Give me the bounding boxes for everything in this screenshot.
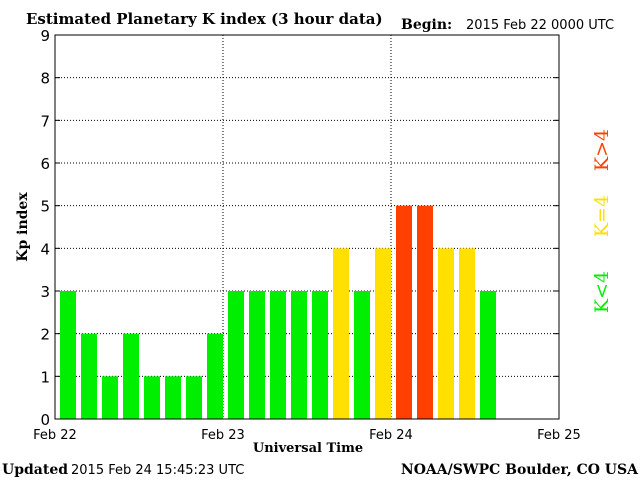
kp-bar bbox=[312, 291, 328, 419]
kp-bar bbox=[144, 376, 160, 419]
y-tick-label: 8 bbox=[40, 70, 50, 88]
legend-item-threshold: K=4 bbox=[591, 195, 613, 237]
y-tick-label: 7 bbox=[40, 112, 50, 130]
kp-bar bbox=[60, 291, 76, 419]
kp-bar bbox=[459, 248, 475, 419]
kp-bar bbox=[81, 333, 97, 419]
y-tick-label: 4 bbox=[40, 240, 50, 258]
legend-item-below: K<4 bbox=[591, 271, 613, 313]
kp-bar bbox=[165, 376, 181, 419]
x-tick-label: Feb 25 bbox=[537, 428, 581, 443]
bars bbox=[60, 205, 496, 419]
kp-bar bbox=[375, 248, 391, 419]
kp-bar bbox=[417, 205, 433, 419]
kp-bar bbox=[186, 376, 202, 419]
y-tick-label: 5 bbox=[40, 198, 50, 216]
y-axis-ticks: 0 1 2 3 4 5 6 7 8 9 bbox=[40, 27, 559, 429]
kp-bar bbox=[102, 376, 118, 419]
legend-item-storm: K>4 bbox=[591, 129, 613, 171]
plot-frame bbox=[54, 34, 560, 420]
y-tick-label: 6 bbox=[40, 155, 50, 173]
kp-bar bbox=[207, 333, 223, 419]
updated-label: Updated bbox=[2, 462, 68, 478]
y-tick-label: 9 bbox=[40, 27, 50, 45]
y-tick-label: 0 bbox=[40, 411, 50, 429]
kp-bar bbox=[291, 291, 307, 419]
x-axis-ticks: Feb 22 Feb 23 Feb 24 Feb 25 bbox=[33, 428, 581, 443]
x-axis-label: Universal Time bbox=[253, 441, 363, 456]
kp-bar bbox=[396, 205, 412, 419]
legend: K>4 K=4 K<4 bbox=[591, 129, 613, 313]
kp-bar bbox=[333, 248, 349, 419]
kp-bar bbox=[228, 291, 244, 419]
chart-title: Estimated Planetary K index (3 hour data… bbox=[26, 10, 383, 28]
kp-bar bbox=[438, 248, 454, 419]
updated-value: 2015 Feb 24 15:45:23 UTC bbox=[71, 463, 244, 478]
y-tick-label: 2 bbox=[40, 326, 50, 344]
kp-bar bbox=[270, 291, 286, 419]
y-tick-label: 3 bbox=[40, 283, 50, 301]
y-tick-label: 1 bbox=[40, 368, 50, 386]
x-tick-label: Feb 22 bbox=[33, 428, 77, 443]
x-tick-label: Feb 24 bbox=[369, 428, 413, 443]
kp-bar bbox=[123, 333, 139, 419]
kp-bar bbox=[480, 291, 496, 419]
kp-bar bbox=[354, 291, 370, 419]
kp-bar bbox=[249, 291, 265, 419]
source-credit: NOAA/SWPC Boulder, CO USA bbox=[401, 462, 639, 478]
y-axis-label: Kp index bbox=[15, 192, 31, 262]
begin-label: Begin: bbox=[401, 17, 452, 33]
x-tick-label: Feb 23 bbox=[201, 428, 245, 443]
begin-value: 2015 Feb 22 0000 UTC bbox=[466, 18, 614, 33]
